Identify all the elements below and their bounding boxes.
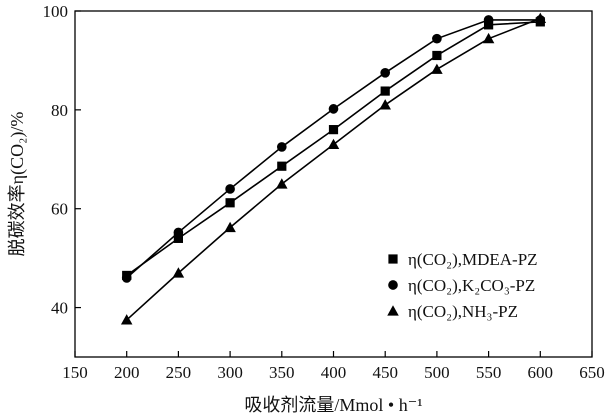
series-triangle	[120, 12, 547, 325]
triangle-marker	[172, 267, 185, 278]
circle-marker	[483, 15, 494, 25]
triangle-marker	[224, 221, 236, 233]
circle-marker	[173, 227, 184, 238]
triangle-marker	[120, 314, 133, 325]
circle-marker	[276, 142, 287, 152]
x-tick-label: 400	[321, 363, 347, 382]
square-marker	[277, 161, 287, 171]
x-tick-label: 150	[62, 363, 88, 382]
x-tick-label: 500	[424, 363, 450, 382]
x-tick-label: 450	[372, 363, 398, 382]
series-group	[120, 12, 547, 325]
triangle-marker	[327, 138, 340, 150]
x-tick-label: 350	[269, 363, 295, 382]
legend-label: η(CO₂),NH₃-PZ	[408, 302, 518, 321]
series-circle	[121, 15, 546, 283]
legend-label: η(CO₂),MDEA-PZ	[408, 250, 538, 269]
y-tick-label: 100	[43, 2, 69, 21]
circle-marker	[380, 67, 391, 78]
triangle-marker	[276, 178, 288, 189]
circle-marker	[328, 104, 339, 114]
legend-marker-triangle	[387, 305, 399, 316]
circle-marker	[432, 33, 442, 44]
square-marker	[484, 20, 494, 30]
x-axis-label: 吸收剂流量/Mmol • h⁻¹	[244, 395, 422, 415]
legend-label: η(CO₂),K₂CO₃-PZ	[408, 276, 535, 295]
y-axis-label: 脱碳效率η(CO₂)/%	[7, 112, 28, 257]
square-marker	[173, 233, 183, 243]
square-marker	[225, 198, 235, 208]
y-tick-label: 40	[51, 299, 68, 318]
triangle-marker	[534, 12, 547, 24]
legend-marker-circle	[388, 280, 398, 290]
x-tick-label: 250	[166, 363, 192, 382]
triangle-marker	[431, 63, 443, 74]
circle-marker	[225, 184, 235, 194]
y-tick-label: 80	[51, 101, 68, 120]
triangle-marker	[379, 99, 391, 110]
legend-marker-square	[388, 254, 398, 264]
y-tick-label: 60	[51, 200, 68, 219]
triangle-marker	[482, 32, 495, 44]
axes: 150 200 250 300 350 400 450 500 550 600 650 40 60 80 1…	[43, 2, 605, 382]
x-tick-label: 200	[114, 363, 140, 382]
x-tick-label: 300	[217, 363, 243, 382]
x-tick-label: 650	[579, 363, 605, 382]
x-tick-label: 550	[476, 363, 502, 382]
x-tick-label: 600	[528, 363, 554, 382]
series-line	[126, 17, 541, 321]
legend: η(CO₂),MDEA-PZ η(CO₂),K₂CO₃-PZ η(CO₂),NH₃-…	[387, 250, 538, 321]
circle-marker	[121, 273, 132, 283]
square-marker	[380, 86, 390, 96]
square-marker	[328, 125, 339, 135]
square-marker	[432, 50, 442, 61]
